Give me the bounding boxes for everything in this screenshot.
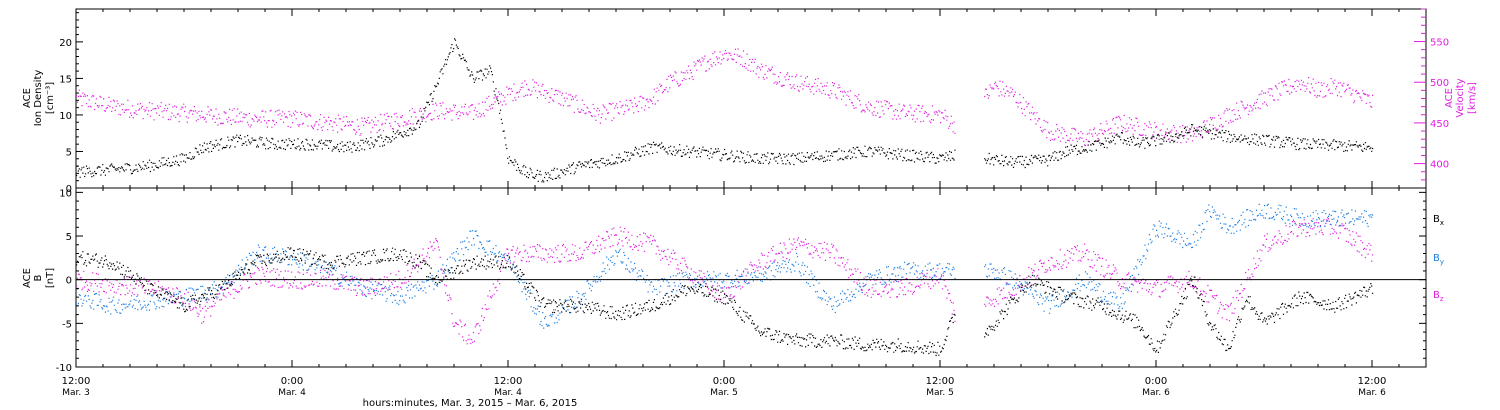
velocity-y-tick-label: 550 <box>1430 38 1449 49</box>
x-tick-label-time: 0:00 <box>713 376 735 387</box>
x-tick-label-date: Mar. 4 <box>494 388 522 398</box>
x-axis-title: hours:minutes, Mar. 3, 2015 – Mar. 6, 20… <box>363 398 578 409</box>
series-bz <box>76 217 1374 345</box>
bottom-left-axis-label: ACE B [nT] <box>22 268 56 288</box>
density-y-tick-label: 0 <box>66 184 72 195</box>
top-left-label-line2: Ion Density <box>33 70 44 127</box>
x-tick-label-time: 12:00 <box>494 376 523 387</box>
top-left-label-line3: [cm⁻³] <box>45 82 56 114</box>
top-right-label-line1: ACE <box>1444 88 1455 108</box>
x-tick-label-date: Mar. 3 <box>62 388 90 398</box>
bottom-left-label-line3: [nT] <box>45 268 56 288</box>
series-dots <box>76 247 1374 357</box>
x-tick-label-time: 0:00 <box>281 376 303 387</box>
legend-by: By <box>1433 253 1444 266</box>
density-y-tick-label: 5 <box>66 147 72 158</box>
series-bx <box>76 247 1374 357</box>
top-right-axis-label: ACE Velocity [km/s] <box>1444 78 1478 117</box>
x-tick-label-time: 12:00 <box>926 376 955 387</box>
density-y-tick-label: 10 <box>59 111 72 122</box>
top-right-label-line3: [km/s] <box>1467 82 1478 114</box>
x-tick-label-date: Mar. 6 <box>1358 388 1386 398</box>
series-dots <box>76 203 1374 329</box>
series-by <box>76 203 1374 329</box>
b-y-tick-label: 10 <box>59 188 72 199</box>
top-left-label-line1: ACE <box>22 88 33 108</box>
top-panel-series <box>76 38 1374 183</box>
b-y-tick-label: -5 <box>62 319 72 330</box>
bottom-left-label-line1: ACE <box>22 268 33 288</box>
velocity-y-tick-label: 500 <box>1430 78 1449 89</box>
top-right-label-line2: Velocity <box>1455 78 1466 117</box>
x-tick-label-time: 0:00 <box>1145 376 1167 387</box>
series-velocity <box>76 48 1374 147</box>
legend-bx: Bx <box>1433 214 1444 227</box>
x-tick-label-date: Mar. 4 <box>278 388 306 398</box>
density-y-tick-label: 15 <box>59 74 72 85</box>
b-legend: Bx By Bz <box>1433 214 1444 303</box>
series-ion-density <box>76 38 1374 183</box>
b-y-tick-label: -10 <box>56 363 72 374</box>
velocity-y-tick-label: 400 <box>1430 160 1449 171</box>
x-tick-label-time: 12:00 <box>1358 376 1387 387</box>
x-tick-label-date: Mar. 5 <box>710 388 738 398</box>
x-tick-label-time: 12:00 <box>62 376 91 387</box>
density-y-tick-label: 20 <box>59 38 72 49</box>
series-dots <box>76 48 1374 147</box>
b-y-tick-label: 0 <box>66 276 72 287</box>
bottom-panel-frame <box>75 187 1427 368</box>
bottom-left-label-line2: B <box>33 274 44 281</box>
top-left-axis-label: ACE Ion Density [cm⁻³] <box>22 70 56 127</box>
velocity-y-tick-label: 450 <box>1430 119 1449 130</box>
series-dots <box>76 38 1374 183</box>
series-dots <box>76 217 1374 345</box>
x-tick-label-date: Mar. 5 <box>926 388 954 398</box>
x-tick-label-date: Mar. 6 <box>1142 388 1170 398</box>
legend-bz: Bz <box>1433 290 1444 303</box>
b-y-tick-label: 5 <box>66 232 72 243</box>
